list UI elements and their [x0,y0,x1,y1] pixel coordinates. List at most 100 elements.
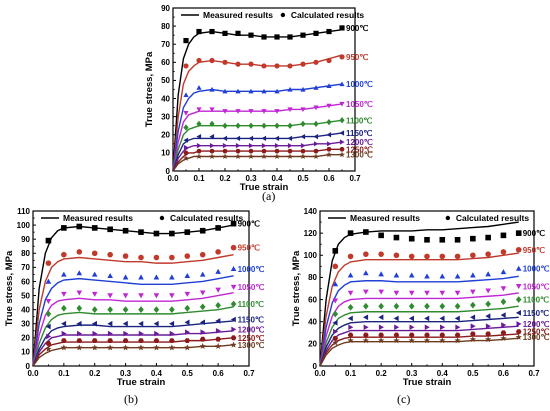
calculated-point [222,109,228,114]
calculated-point [300,107,306,113]
calculated-point [516,321,522,327]
calculated-point [153,230,160,237]
calculated-point [235,143,241,149]
series-label: 1150℃ [238,316,264,325]
calculated-point [183,63,189,69]
calculated-point [261,153,267,160]
series-1: 950℃ [319,246,545,367]
calculated-point [347,253,354,260]
calculated-point [235,153,241,160]
calculated-point [484,336,492,343]
calculated-point [408,272,415,278]
calculated-point [332,335,339,341]
calculated-point [424,236,430,243]
calculated-point [332,263,339,270]
calculated-point [515,265,522,271]
calculated-point [122,293,129,299]
calculated-point [347,337,354,344]
series-3: 1050℃ [319,282,550,367]
y-axis-label: True stress, MPa [4,250,15,326]
calculated-point [326,118,332,126]
calculated-point [339,139,345,145]
x-tick-label: 0.3 [406,369,418,378]
x-tick-label: 0.5 [467,369,479,378]
calculated-point [485,331,491,337]
calculated-point [199,290,206,296]
calculated-point [408,253,415,260]
calculated-point [222,143,228,149]
calculated-point [287,107,293,113]
calculated-point [287,122,293,129]
calculated-point [326,147,332,152]
calculated-point [424,324,430,331]
series-label: 1250℃ [238,334,265,343]
series-0: 900℃ [172,24,368,172]
calculated-point [183,137,189,143]
calculated-point [469,336,477,343]
series-6: 1200℃ [172,138,373,172]
calculated-point [230,220,237,227]
calculated-point [500,249,507,255]
calculated-point [455,324,461,331]
x-tick-label: 0.0 [314,369,326,378]
calculated-point [362,337,370,344]
measured-curve [32,320,234,367]
calculated-point [332,248,339,254]
calculated-point [313,133,319,140]
calculated-point [169,274,175,280]
y-tick-label: 40 [308,318,317,327]
y-tick-label: 90 [161,4,170,13]
y-tick-label: 30 [21,320,30,329]
calculated-point [61,291,67,297]
series-label: 1100℃ [346,116,372,125]
calculated-point [500,298,507,306]
calculated-point [454,315,460,322]
calculated-point [45,345,52,352]
calculated-point [153,306,160,313]
calculated-point [363,270,369,276]
calculated-point [209,28,215,35]
series-label: 1250℃ [523,328,550,337]
calculated-point [215,287,221,293]
calculated-point [393,337,400,344]
calculated-point [215,327,221,334]
measured-curve [319,252,519,367]
y-tick-label: 60 [21,277,30,286]
series-label: 1150℃ [523,309,549,318]
calculated-point [76,338,83,344]
calculated-point [274,148,280,154]
calculated-point [199,303,206,311]
calculated-point [248,88,254,94]
calculated-point [235,30,241,36]
calculated-point [515,329,522,335]
calculated-point [61,320,67,327]
calculated-point [485,271,491,277]
x-tick-label: 0.0 [27,369,39,378]
calculated-point [485,323,491,329]
calculated-point [77,330,83,337]
calculated-point [61,271,67,277]
calculated-point [215,336,221,342]
calculated-point [123,330,129,337]
calculated-point [138,254,144,261]
calculated-point [45,323,51,330]
x-tick-label: 0.4 [271,174,283,183]
series-4: 1100℃ [32,300,264,367]
calculated-point [183,38,189,44]
calculated-point [408,337,415,344]
calculated-point [515,284,522,290]
calculated-point [235,135,241,141]
x-tick-label: 0.7 [349,174,361,183]
calculated-point [169,330,175,337]
calculated-point [248,61,254,67]
calculated-point [196,148,202,154]
calculated-point [378,324,384,331]
figure-label-a: (a) [262,189,276,203]
series-label: 1050℃ [523,282,550,291]
x-tick-label: 0.6 [213,369,225,378]
calculated-point [91,320,97,327]
calculated-point [300,120,306,128]
calculated-point [196,57,202,64]
calculated-point [300,133,306,140]
calculated-point [378,332,384,338]
